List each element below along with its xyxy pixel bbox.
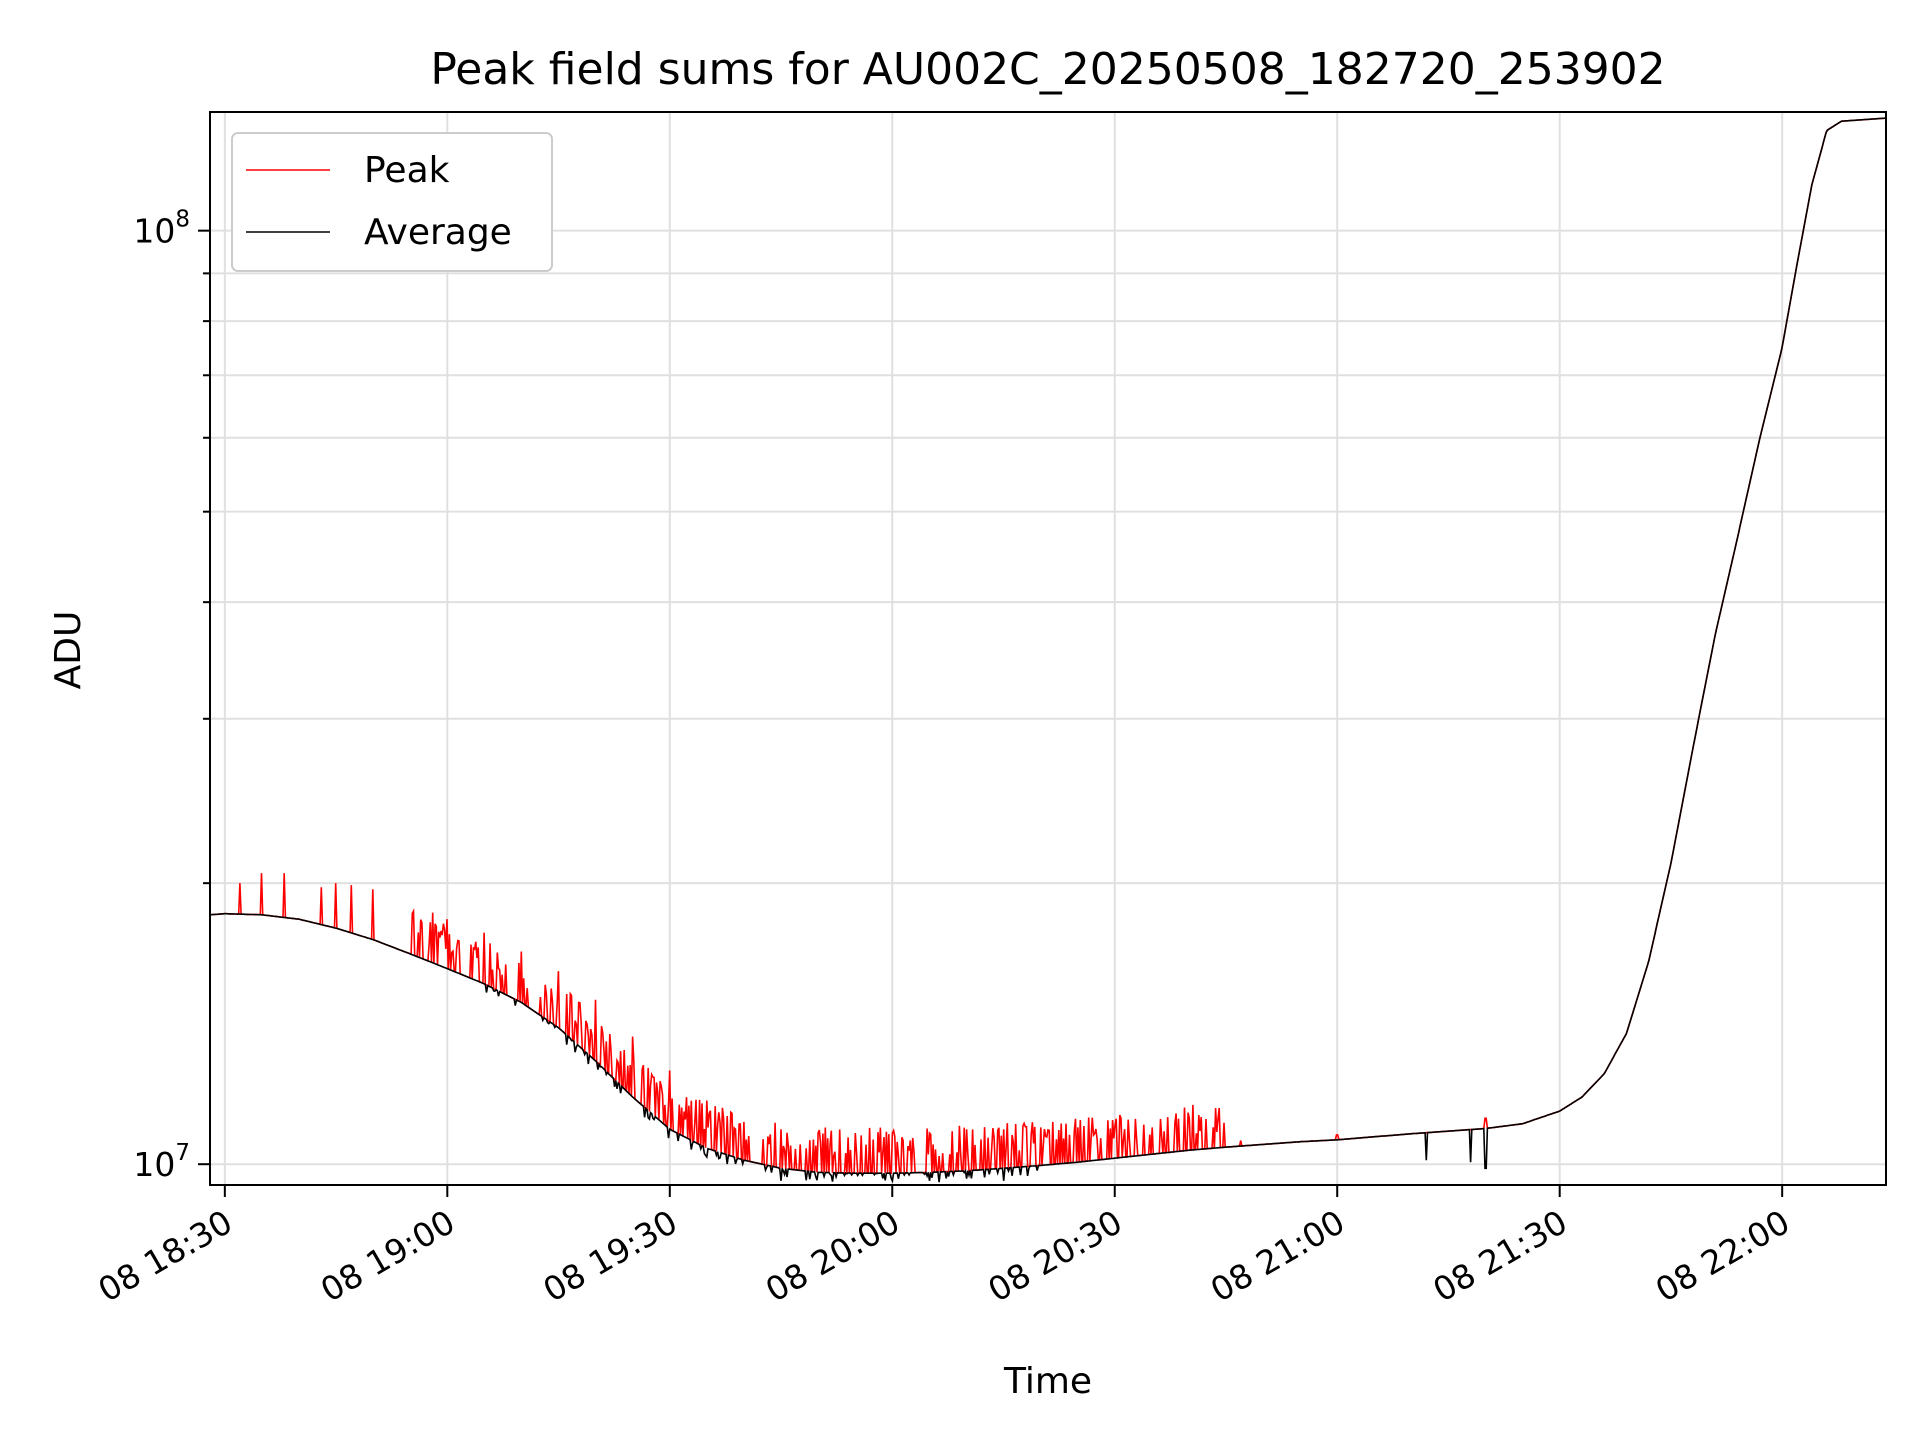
chart-title: Peak field sums for AU002C_20250508_1827… — [430, 44, 1665, 95]
y-tick-label: 108 — [133, 207, 190, 251]
legend-label-peak: Peak — [364, 150, 450, 191]
series-line-average — [210, 117, 1886, 1184]
y-axis-label: ADU — [48, 611, 89, 690]
plot-frame — [209, 111, 1887, 1186]
series-layer — [210, 117, 1886, 1184]
legend-label-average: Average — [364, 212, 512, 253]
legend-box — [231, 132, 553, 272]
y-axis-ticks: 107 108 — [133, 207, 210, 1184]
legend: Peak Average — [231, 132, 553, 272]
x-axis-label: Time — [1003, 1361, 1092, 1402]
grid — [210, 112, 1886, 1185]
y-tick-label: 107 — [133, 1140, 190, 1184]
